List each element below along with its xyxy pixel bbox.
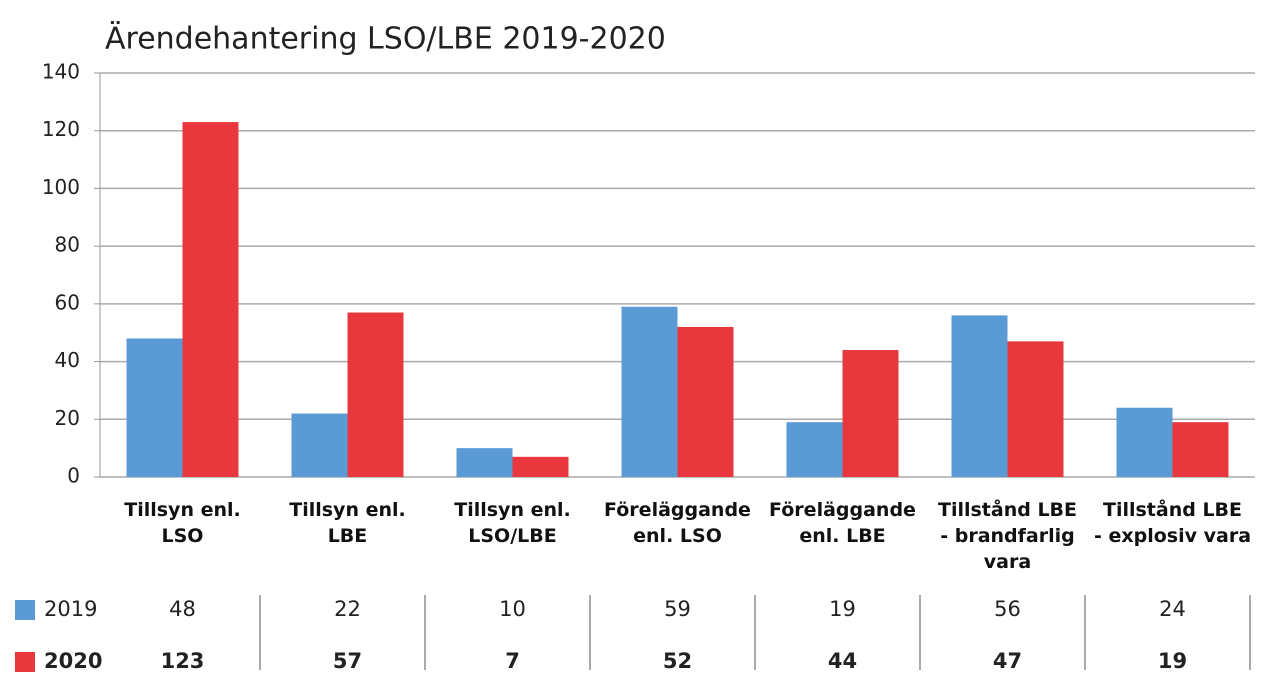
bar [1172, 422, 1229, 477]
table-value: 10 [499, 597, 526, 621]
x-tick-label: Tillsyn enl. LSO/LBE [454, 499, 571, 547]
y-tick-label: 20 [55, 406, 80, 430]
x-tick-label: Tillstånd LBE - brandfarlig vara [937, 499, 1078, 573]
table-value: 123 [161, 649, 205, 673]
table-value: 59 [664, 597, 691, 621]
x-tick-label: Föreläggande enl. LSO [604, 499, 751, 547]
bar [842, 350, 899, 477]
legend-swatch [15, 652, 35, 672]
y-tick-label: 60 [55, 290, 80, 314]
bar [786, 422, 843, 477]
y-tick-label: 80 [55, 233, 80, 257]
y-tick-label: 140 [42, 60, 80, 84]
bar [347, 312, 404, 477]
y-tick-label: 0 [67, 464, 80, 488]
table-value: 19 [829, 597, 856, 621]
bar [291, 413, 348, 477]
bar [621, 306, 678, 477]
x-tick-label: Tillsyn enl. LBE [289, 499, 406, 547]
legend-label: 2019 [44, 597, 97, 621]
x-tick-label: Föreläggande enl. LBE [769, 499, 916, 547]
bar [677, 326, 734, 477]
bar [512, 456, 569, 477]
table-value: 22 [334, 597, 361, 621]
bar [1007, 341, 1064, 477]
table-value: 44 [828, 649, 857, 673]
table-value: 24 [1159, 597, 1186, 621]
table-value: 52 [663, 649, 692, 673]
bar [951, 315, 1008, 477]
bar [182, 122, 239, 478]
bar [456, 448, 513, 477]
x-tick-label: Tillstånd LBE - explosiv vara [1093, 499, 1252, 547]
bar [126, 338, 183, 477]
table-value: 19 [1158, 649, 1187, 673]
legend-swatch [15, 600, 35, 620]
chart-title: Ärendehantering LSO/LBE 2019-2020 [105, 21, 666, 57]
table-value: 57 [333, 649, 362, 673]
y-tick-label: 40 [55, 348, 80, 372]
table-value: 48 [169, 597, 196, 621]
legend-label: 2020 [44, 649, 102, 673]
y-tick-label: 120 [42, 117, 80, 141]
table-value: 56 [994, 597, 1021, 621]
table-value: 7 [505, 649, 520, 673]
bar [1116, 407, 1173, 477]
x-tick-label: Tillsyn enl. LSO [124, 499, 241, 547]
y-tick-label: 100 [42, 175, 80, 199]
table-value: 47 [993, 649, 1022, 673]
